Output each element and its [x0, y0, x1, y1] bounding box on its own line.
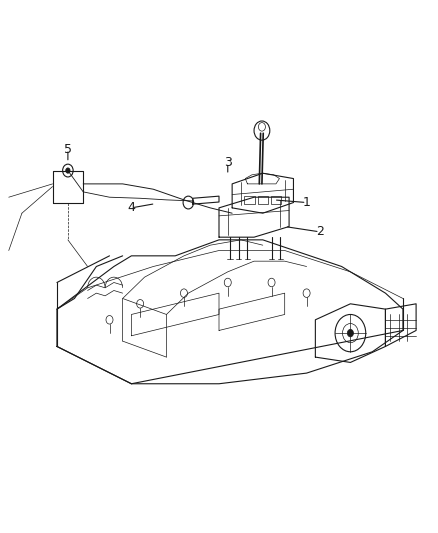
Bar [258, 196, 268, 204]
Text: 5: 5 [64, 143, 72, 156]
Text: 4: 4 [127, 201, 135, 214]
Text: 3: 3 [224, 156, 232, 169]
Text: 1: 1 [303, 196, 311, 209]
Circle shape [66, 168, 70, 173]
Circle shape [347, 329, 353, 337]
Bar [271, 196, 281, 204]
Text: 2: 2 [316, 225, 324, 238]
Bar [244, 196, 255, 204]
